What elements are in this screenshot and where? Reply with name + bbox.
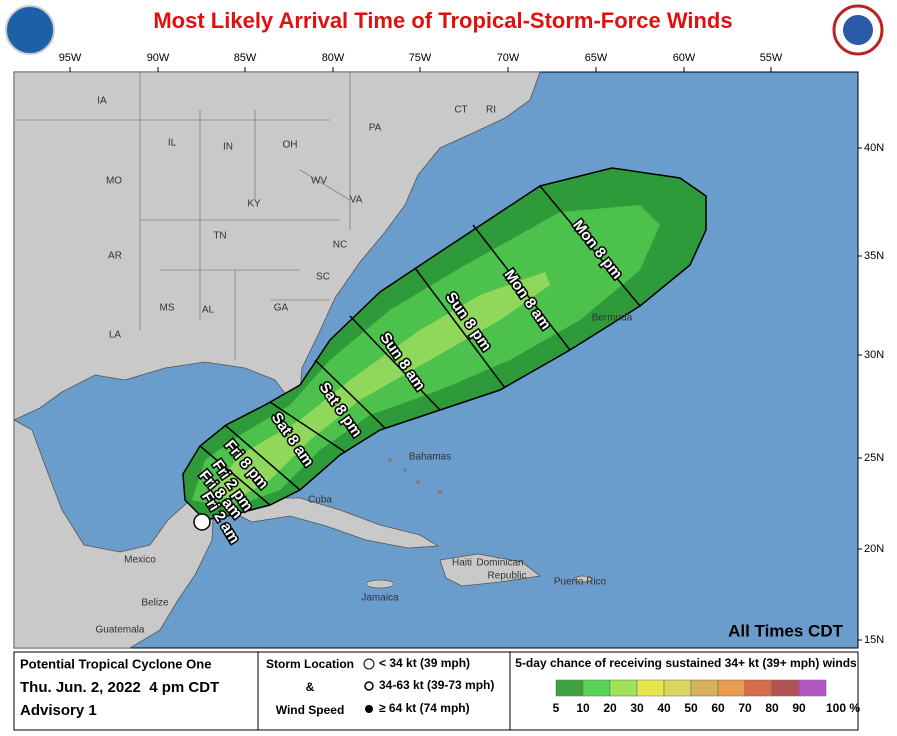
land-puerto-rico <box>573 575 593 583</box>
place-label: AR <box>108 251 122 262</box>
noaa-logo <box>5 5 55 55</box>
lon-label: 75W <box>409 52 432 64</box>
place-label: PA <box>369 123 382 134</box>
lat-label: 25N <box>864 452 884 464</box>
legend-label: & <box>306 680 315 694</box>
lon-label: 70W <box>497 52 520 64</box>
place-label: WV <box>311 176 327 187</box>
times-note: All Times CDT <box>728 621 844 640</box>
place-label: IN <box>223 142 233 153</box>
colorbar-swatch <box>717 679 746 697</box>
colorbar-swatch <box>798 679 827 697</box>
place-label: Cuba <box>308 495 332 506</box>
symbol-label: < 34 kt (39 mph) <box>379 656 470 670</box>
legend-label: Storm Location <box>266 657 354 671</box>
colorbar-label: 100 % <box>826 701 860 715</box>
lon-label: 80W <box>322 52 345 64</box>
place-label: Bermuda <box>592 313 633 324</box>
colorbar-swatch <box>582 679 611 697</box>
colorbar-swatch <box>690 679 719 697</box>
swath-inner <box>210 272 550 500</box>
place-label: Belize <box>141 598 169 609</box>
lon-label: 85W <box>234 52 257 64</box>
place-label: Bahamas <box>409 452 451 463</box>
nws-logo-inner <box>843 15 873 45</box>
place-label: MO <box>106 176 122 187</box>
bahamas <box>388 458 442 494</box>
place-label: OH <box>283 140 298 151</box>
place-label: Dominican <box>476 558 523 569</box>
legend-label: Wind Speed <box>276 703 345 717</box>
title: Most Likely Arrival Time of Tropical-Sto… <box>153 8 732 33</box>
place-label: NC <box>333 240 347 251</box>
storm-name: Potential Tropical Cyclone One <box>20 656 211 671</box>
advisory-date: Thu. Jun. 2, 2022 4 pm CDT <box>20 679 219 696</box>
lon-label: 95W <box>59 52 82 64</box>
colorbar-label: 80 <box>765 701 779 715</box>
land-cuba <box>231 497 440 549</box>
map: All Times CDT <box>13 71 859 649</box>
colorbar-label: 50 <box>684 701 698 715</box>
lon-label: 90W <box>147 52 170 64</box>
lat-label: 15N <box>864 634 884 646</box>
colorbar-label: 40 <box>657 701 671 715</box>
place-label: IA <box>97 96 107 107</box>
colorbar-label: 70 <box>738 701 752 715</box>
place-label: MS <box>160 303 175 314</box>
place-label: SC <box>316 272 330 283</box>
colorbar-swatch <box>663 679 692 697</box>
place-label: Republic <box>488 571 527 582</box>
colorbar-title: 5-day chance of receiving sustained 34+ … <box>515 656 857 670</box>
place-label: Haiti <box>452 558 472 569</box>
storm-location <box>193 513 211 531</box>
symbol-label: 34-63 kt (39-73 mph) <box>379 678 494 692</box>
lat-label: 40N <box>864 142 884 154</box>
place-label: GA <box>274 303 289 314</box>
lat-label: 30N <box>864 349 884 361</box>
place-label: LA <box>109 330 122 341</box>
symbol-ts <box>364 681 374 691</box>
lat-label: 35N <box>864 250 884 262</box>
place-label: VA <box>350 195 363 206</box>
colorbar-swatch <box>744 679 773 697</box>
place-label: Mexico <box>124 555 156 566</box>
place-label: KY <box>247 199 261 210</box>
advisory-number: Advisory 1 <box>20 702 97 719</box>
lon-label: 60W <box>673 52 696 64</box>
colorbar-label: 20 <box>603 701 617 715</box>
symbol-label: ≥ 64 kt (74 mph) <box>379 701 470 715</box>
colorbar-swatch <box>771 679 800 697</box>
colorbar-label: 10 <box>576 701 590 715</box>
place-label: AL <box>202 305 215 316</box>
colorbar-swatch <box>609 679 638 697</box>
place-label: Guatemala <box>96 625 145 636</box>
colorbar-swatch <box>636 679 665 697</box>
colorbar-swatch <box>555 679 584 697</box>
place-label: RI <box>486 105 496 116</box>
colorbar-label: 60 <box>711 701 725 715</box>
land-hispaniola <box>439 553 541 587</box>
lat-label: 20N <box>864 543 884 555</box>
place-label: Puerto Rico <box>554 577 607 588</box>
colorbar-label: 90 <box>792 701 806 715</box>
state-borders <box>14 72 351 360</box>
colorbar-label: 30 <box>630 701 644 715</box>
place-label: IL <box>168 138 177 149</box>
lon-label: 65W <box>585 52 608 64</box>
place-label: CT <box>454 105 467 116</box>
land-jamaica <box>365 579 395 589</box>
lon-label: 55W <box>760 52 783 64</box>
place-label: Jamaica <box>361 593 399 604</box>
symbol-hurricane <box>365 705 373 713</box>
time-isochrones <box>199 185 641 506</box>
place-label: TN <box>213 231 226 242</box>
colorbar-label: 5 <box>553 701 560 715</box>
symbol-low <box>363 658 375 670</box>
